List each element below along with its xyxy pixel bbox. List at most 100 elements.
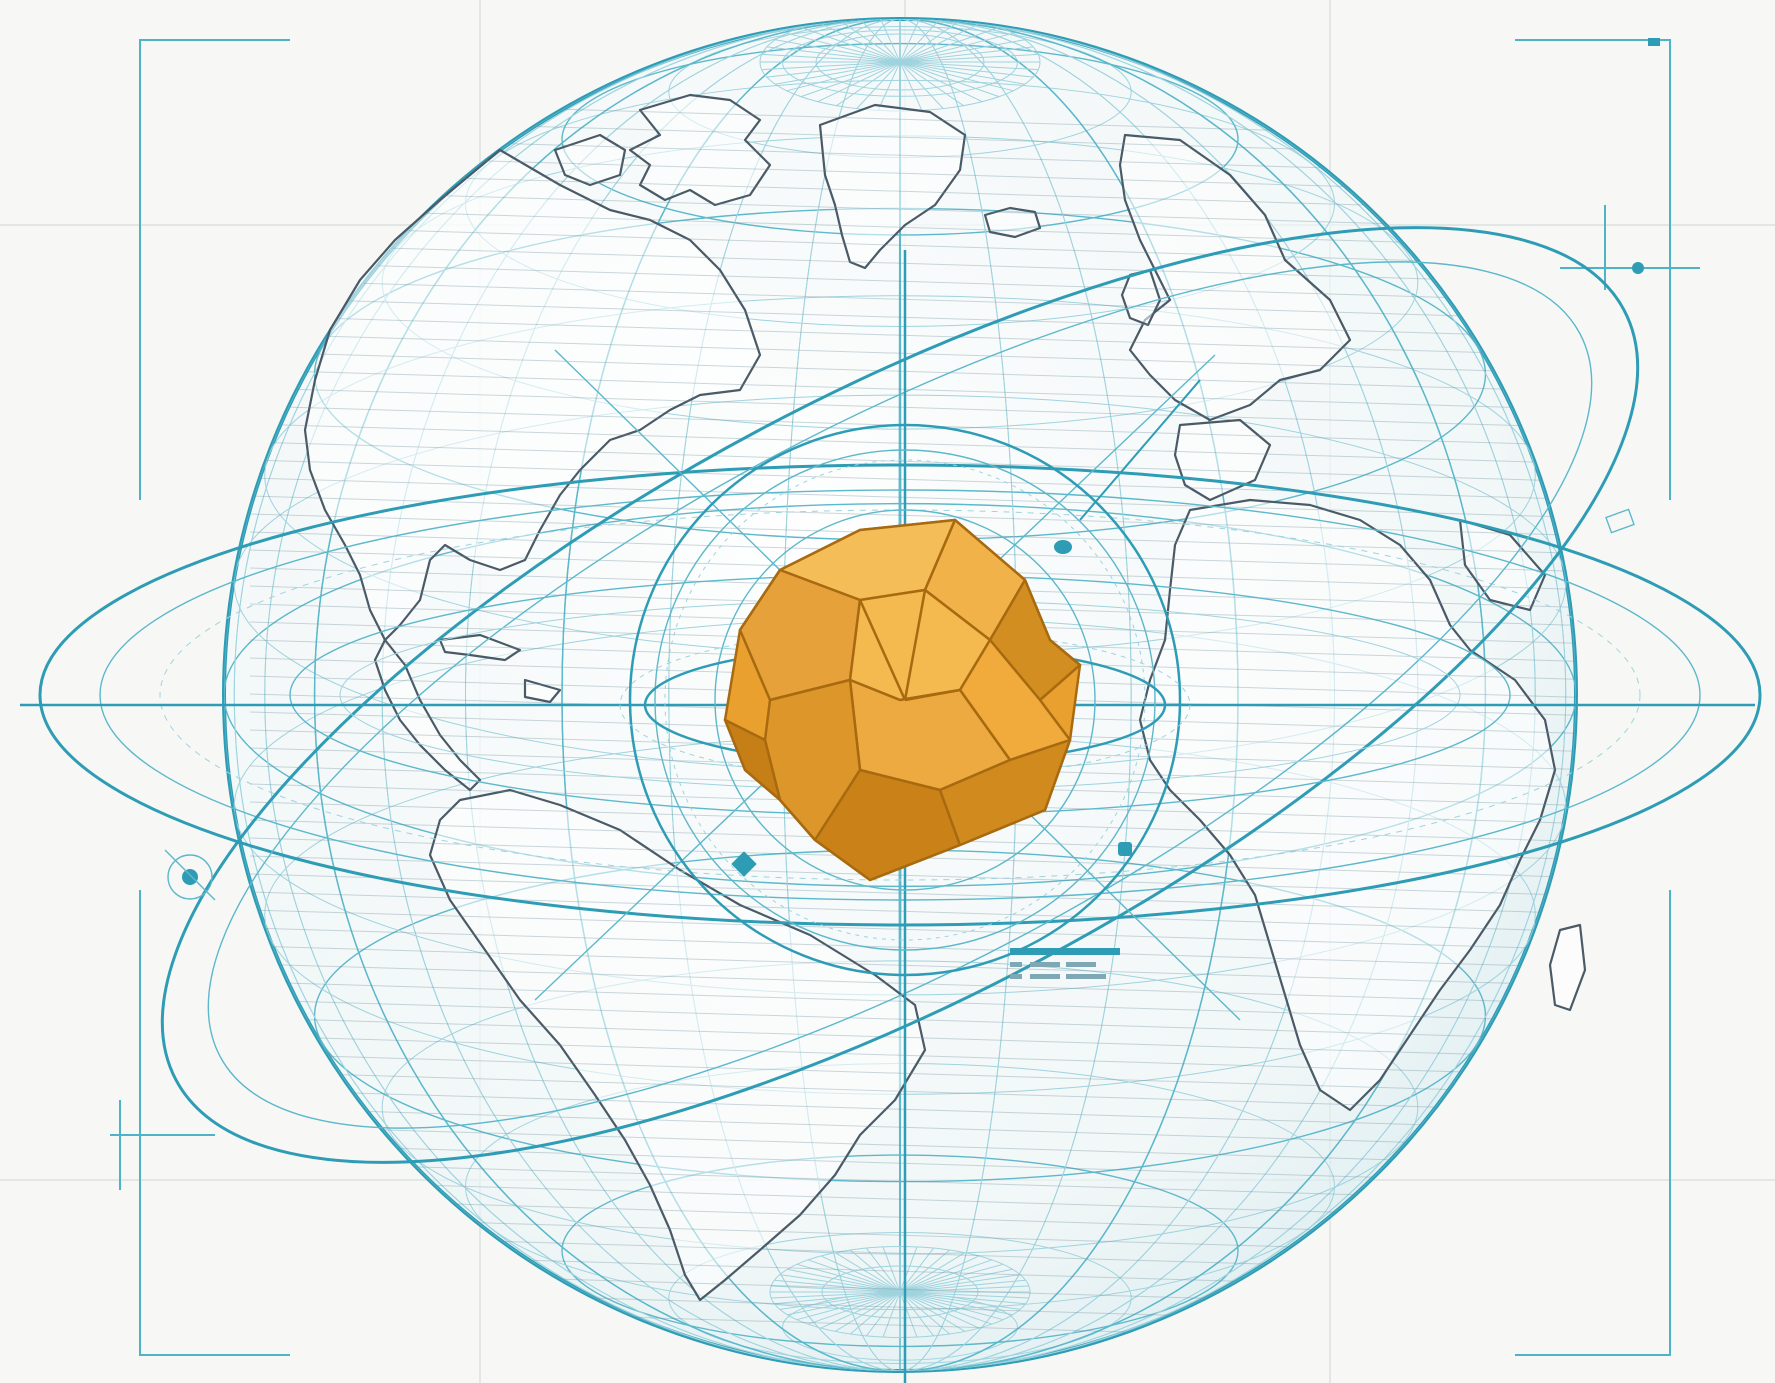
pole-ray	[761, 53, 901, 63]
longitude-line	[668, 19, 1132, 1371]
pole-ray	[774, 1291, 901, 1305]
pole-ray	[807, 1259, 901, 1293]
pole-ray	[899, 61, 1034, 78]
pole-ray	[899, 1263, 1004, 1293]
pole-ray	[779, 1274, 901, 1293]
pole-ray	[899, 1291, 980, 1329]
node-marker-icon	[1632, 262, 1644, 274]
pole-ray	[899, 1291, 1004, 1321]
pole-ray	[899, 19, 964, 63]
pole-ray	[820, 1291, 901, 1329]
hatch-line	[249, 369, 1576, 411]
pole-ray	[761, 61, 901, 71]
pole-ray	[899, 61, 983, 103]
hatch-line	[249, 873, 1576, 915]
pole-ray	[899, 1274, 1021, 1293]
pole-ray	[817, 21, 901, 63]
landmass-arctic-islands	[628, 93, 772, 207]
pole-ray	[899, 53, 1039, 63]
node-marker-icon	[182, 869, 198, 885]
landmass-caribbean	[438, 633, 522, 662]
pole-ray	[899, 46, 1034, 63]
pole-ray	[877, 19, 901, 63]
pole-ray	[899, 1291, 993, 1325]
pole-ray	[796, 1291, 901, 1321]
pole-ray	[899, 61, 964, 107]
pole-ray	[817, 61, 901, 103]
pole-ray	[771, 1291, 901, 1299]
pole-ray	[899, 61, 1039, 71]
pole-ray	[899, 1259, 993, 1293]
pole-ray	[766, 46, 901, 63]
pole-ray	[899, 1249, 951, 1293]
pole-ray	[899, 1291, 951, 1335]
hatch-line	[249, 315, 1576, 357]
pole-ray	[899, 61, 1025, 85]
pole-ray	[787, 1268, 901, 1293]
pole-ray	[899, 21, 983, 63]
orbit-ring-tilted-inner	[207, 261, 1593, 1129]
pole-ray	[899, 1252, 966, 1293]
pole-ray	[899, 61, 1000, 98]
pole-ray	[820, 1255, 901, 1293]
pole-ray	[899, 61, 944, 109]
pole-ray	[849, 1291, 901, 1335]
landmass-greenland	[818, 103, 967, 270]
hatch-line	[249, 477, 1576, 519]
pole-ray	[779, 1291, 901, 1310]
hatch-line	[249, 1035, 1576, 1077]
hatch-line	[249, 981, 1576, 1023]
node-marker-icon	[1118, 842, 1132, 856]
pole-ray	[877, 61, 901, 111]
hatch-line	[249, 189, 1576, 231]
pole-ray	[787, 1291, 901, 1316]
pole-ray	[899, 1246, 918, 1293]
pole-ray	[834, 1291, 901, 1332]
hatch-line	[249, 207, 1576, 249]
pole-ray	[800, 61, 901, 98]
pole-ring	[815, 33, 985, 91]
pole-ray	[899, 32, 1014, 63]
longitude-line	[233, 19, 1567, 1371]
pole-ray	[836, 19, 901, 63]
pole-ray	[899, 1291, 1013, 1316]
landmasses	[303, 93, 1587, 1302]
landmass-arctic-islands-west	[553, 133, 627, 187]
hatch-line	[249, 351, 1576, 393]
landmass-north-america	[303, 148, 762, 642]
frame-tab-icon	[1648, 38, 1660, 46]
hatch-line	[249, 333, 1576, 375]
landmass-arabia	[1458, 518, 1547, 612]
hatch-line	[249, 441, 1576, 483]
pole-ring	[821, 1265, 979, 1319]
hatch-line	[249, 297, 1576, 339]
orbit-ring-inner	[99, 489, 1701, 901]
pole-ray	[834, 1252, 901, 1293]
pole-ray	[899, 1291, 918, 1338]
landmass-madagascar	[1548, 923, 1587, 1012]
hatch-line	[249, 225, 1576, 267]
hatch-line	[249, 423, 1576, 465]
pole-ray	[865, 1291, 901, 1337]
hatch-line	[249, 999, 1576, 1041]
pole-ray	[882, 1246, 901, 1293]
pole-ray	[856, 61, 901, 109]
hatch-line	[249, 1125, 1576, 1167]
hatch-line	[249, 927, 1576, 969]
hatch-line	[249, 387, 1576, 429]
landmass-iceland	[983, 206, 1042, 239]
pole-ray	[899, 1279, 1026, 1293]
hatch-line	[249, 1107, 1576, 1149]
hatch-line	[249, 459, 1576, 501]
pole-ray	[766, 61, 901, 78]
pole-ray	[882, 1291, 901, 1338]
pole-ray	[771, 1285, 901, 1293]
pole-ray	[849, 1249, 901, 1293]
pole-ray	[786, 61, 901, 92]
pole-ray	[775, 61, 901, 85]
pole-ray	[899, 1291, 1029, 1299]
landmass-caribbean-east	[523, 678, 562, 704]
pole-ray	[899, 1255, 980, 1293]
node-marker-icon	[731, 851, 757, 877]
